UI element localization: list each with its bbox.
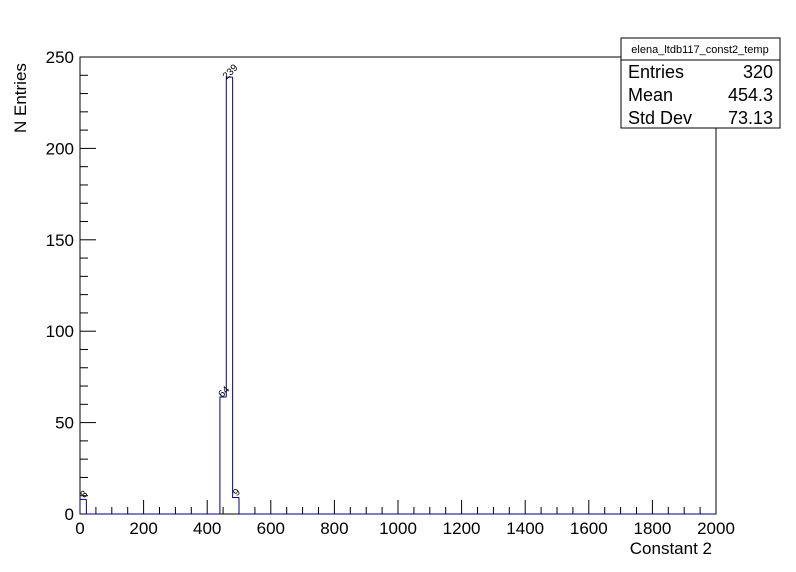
histogram-bin bbox=[79, 498, 87, 514]
histogram-bin bbox=[225, 76, 233, 398]
y-axis-label: N Entries bbox=[11, 63, 30, 133]
histogram-bin bbox=[232, 77, 239, 499]
x-tick-label: 1400 bbox=[506, 519, 544, 538]
x-tick-label: 1000 bbox=[379, 519, 417, 538]
stats-frame bbox=[620, 37, 781, 129]
x-axis-label: Constant 2 bbox=[630, 539, 712, 558]
x-tick-label: 800 bbox=[320, 519, 348, 538]
x-tick-label: 200 bbox=[129, 519, 157, 538]
histogram-bin bbox=[238, 497, 246, 515]
x-tick-label: 600 bbox=[257, 519, 285, 538]
stats-value: 320 bbox=[743, 62, 773, 82]
data-label: 239 bbox=[221, 62, 241, 82]
stats-box: elena_ltdb117_const2_temp Entries 320 Mean… bbox=[620, 37, 781, 129]
histogram-bin bbox=[219, 396, 227, 514]
y-tick-label: 0 bbox=[65, 505, 74, 524]
y-tick-label: 200 bbox=[46, 139, 74, 158]
x-tick-label: 1200 bbox=[443, 519, 481, 538]
stats-label: Std Dev bbox=[628, 108, 692, 128]
stats-label: Mean bbox=[628, 85, 673, 105]
x-tick-label: 2000 bbox=[697, 519, 735, 538]
histogram-bin bbox=[85, 499, 93, 515]
x-tick-label: 1800 bbox=[633, 519, 671, 538]
x-tick-label: 400 bbox=[193, 519, 221, 538]
stats-title: elena_ltdb117_const2_temp bbox=[631, 44, 768, 56]
y-tick-label: 150 bbox=[46, 231, 74, 250]
stats-value: 73.13 bbox=[728, 108, 773, 128]
data-label: 64 bbox=[217, 384, 233, 400]
y-tick-label: 50 bbox=[55, 414, 74, 433]
x-tick-label: 1600 bbox=[570, 519, 608, 538]
stats-value: 454.3 bbox=[728, 85, 773, 105]
stats-label: Entries bbox=[628, 62, 684, 82]
y-tick-label: 100 bbox=[46, 322, 74, 341]
x-tick-label: 0 bbox=[75, 519, 84, 538]
y-tick-label: 250 bbox=[46, 48, 74, 67]
